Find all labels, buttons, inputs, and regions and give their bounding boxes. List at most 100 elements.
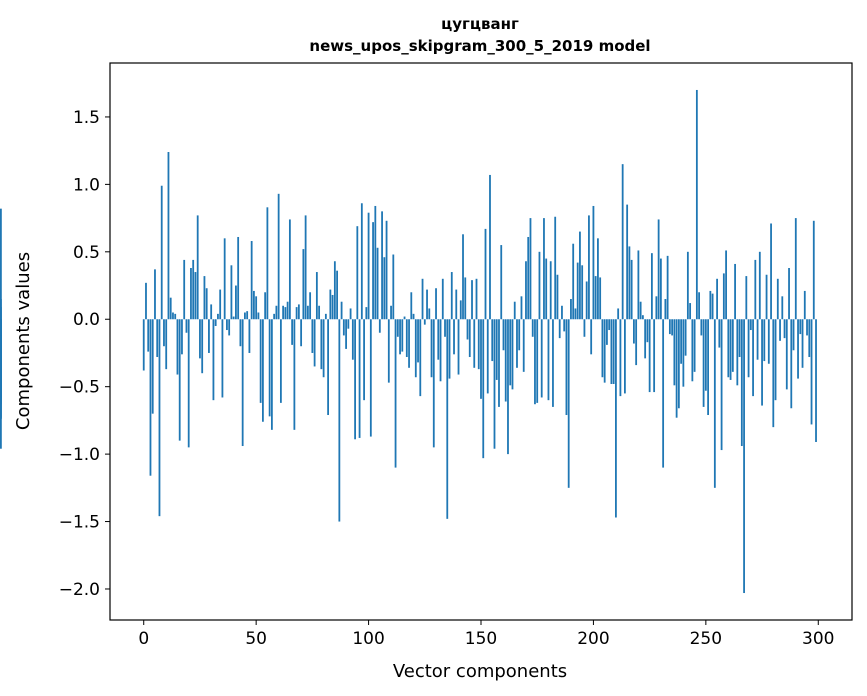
bar <box>668 319 671 335</box>
bar <box>763 319 766 362</box>
bar <box>367 212 370 320</box>
bar <box>302 249 305 320</box>
bar <box>360 203 363 320</box>
bar <box>230 265 233 320</box>
bar <box>671 319 674 336</box>
bar <box>279 319 282 403</box>
bar <box>518 319 521 351</box>
bar <box>257 312 260 320</box>
bar <box>756 319 759 360</box>
bar <box>565 319 568 416</box>
bar <box>704 319 707 391</box>
bar <box>792 319 795 351</box>
bar <box>659 258 662 320</box>
bar <box>178 319 181 441</box>
bar <box>538 251 541 320</box>
bar <box>754 259 757 320</box>
bar <box>797 319 799 379</box>
bar <box>453 319 455 355</box>
bar <box>722 273 725 320</box>
bar <box>147 319 150 352</box>
bar <box>408 319 410 368</box>
bar <box>626 204 629 320</box>
bar <box>495 319 498 380</box>
bar <box>369 319 372 437</box>
bar <box>639 301 642 320</box>
bar <box>772 319 775 428</box>
bar <box>169 297 172 320</box>
bar <box>401 319 404 352</box>
bar <box>657 219 660 320</box>
bar <box>403 316 406 320</box>
bar <box>653 319 656 393</box>
bar <box>574 308 577 320</box>
bar <box>351 319 354 360</box>
bar <box>142 319 145 371</box>
bar <box>477 319 480 370</box>
bar <box>0 208 2 320</box>
bar <box>473 319 476 368</box>
bar <box>448 319 451 379</box>
bar <box>471 280 473 320</box>
bar <box>522 319 525 372</box>
bar <box>273 313 276 320</box>
bar <box>457 319 460 375</box>
bar <box>376 247 379 320</box>
bar <box>646 319 649 343</box>
bar <box>743 319 745 594</box>
x-tick-label: 150 <box>465 629 497 649</box>
bar <box>808 319 811 358</box>
bar <box>410 292 413 320</box>
bar <box>199 319 201 359</box>
bar <box>437 319 440 360</box>
bar <box>196 215 199 320</box>
bar <box>608 319 611 331</box>
bar <box>250 241 253 320</box>
bar <box>680 319 683 364</box>
bar <box>633 319 635 344</box>
bar <box>304 215 307 320</box>
bar <box>151 319 154 414</box>
bar <box>156 319 159 358</box>
bar <box>637 250 640 320</box>
y-tick-label: 1.0 <box>73 175 100 195</box>
bar <box>783 319 786 339</box>
bar <box>624 319 626 394</box>
bar <box>244 312 246 320</box>
bar <box>315 272 318 320</box>
bar <box>428 308 431 320</box>
bar <box>266 207 269 320</box>
bar <box>282 305 285 320</box>
bar <box>545 258 548 320</box>
bar <box>221 319 224 398</box>
bar <box>441 278 444 320</box>
bar <box>619 319 622 397</box>
bar <box>145 282 147 320</box>
bar <box>318 305 321 320</box>
bar <box>172 312 174 320</box>
bar <box>731 319 734 372</box>
bar <box>779 319 781 341</box>
x-axis-ticks: 0 50 100 150 200 250 300 <box>138 620 834 649</box>
bar <box>232 316 235 320</box>
x-tick-label: 0 <box>138 629 149 649</box>
bar <box>246 311 249 320</box>
bar <box>214 319 217 326</box>
bar <box>464 277 467 320</box>
bar <box>684 319 687 356</box>
bar <box>549 261 552 320</box>
bar <box>655 296 658 320</box>
bar <box>444 319 446 337</box>
bar <box>504 319 507 402</box>
bar <box>558 319 561 339</box>
bar <box>466 319 469 340</box>
bar <box>810 319 813 425</box>
bar <box>255 296 258 320</box>
bar <box>484 228 487 320</box>
bar <box>502 319 505 351</box>
bar <box>785 319 788 390</box>
bar <box>675 319 678 418</box>
bar <box>237 236 240 320</box>
bar <box>313 319 316 367</box>
bar <box>392 254 395 320</box>
